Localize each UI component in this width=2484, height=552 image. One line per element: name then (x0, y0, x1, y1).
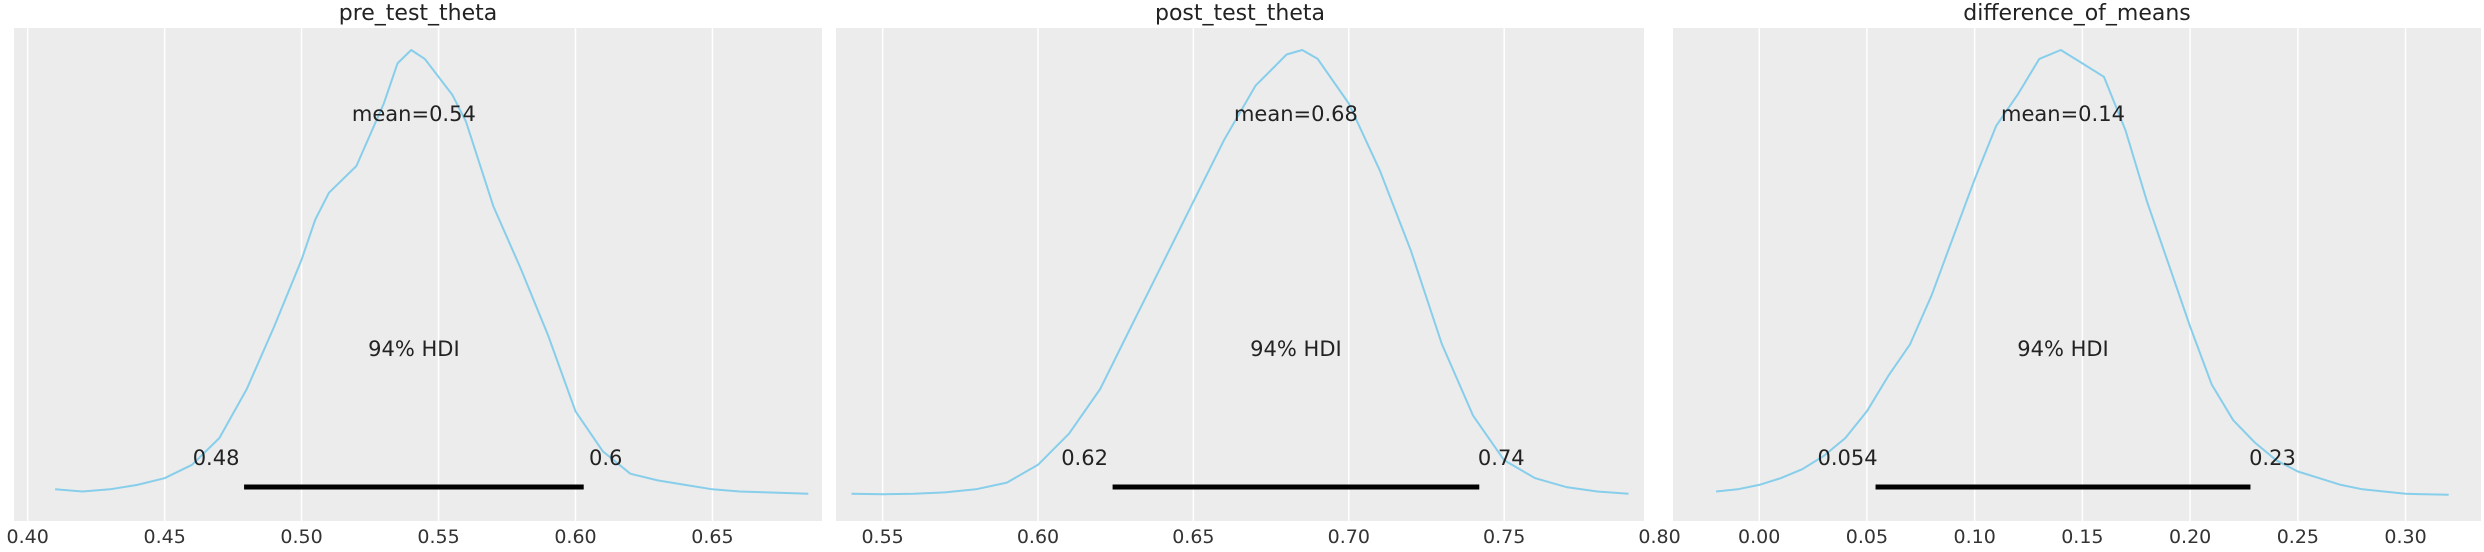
x-tick-label: 0.40 (7, 526, 49, 548)
x-tick-label: 0.30 (2384, 526, 2426, 548)
mean-label: mean=0.14 (2001, 102, 2125, 126)
plot-area-background (836, 28, 1644, 521)
hdi-upper-label: 0.23 (2249, 446, 2296, 470)
x-tick-label: 0.80 (1638, 526, 1680, 548)
x-tick-label: 0.10 (1953, 526, 1995, 548)
subplot-title: post_test_theta (1155, 1, 1325, 26)
x-tick-label: 0.70 (1328, 526, 1370, 548)
x-tick-label: 0.55 (861, 526, 903, 548)
posterior-density-curve (55, 49, 809, 495)
x-tick-label: 0.25 (2277, 526, 2319, 548)
hdi-label: 94% HDI (1250, 337, 1342, 361)
subplot-pre-test-theta: 0.40 0.45 0.50 0.55 0.60 0.65 pre_test_theta 0.… (7, 1, 822, 548)
x-tick-label: 0.55 (417, 526, 459, 548)
hdi-label: 94% HDI (368, 337, 460, 361)
x-tick-label: 0.15 (2061, 526, 2103, 548)
plot-area-background (1673, 28, 2481, 521)
x-tick-label: 0.65 (691, 526, 733, 548)
posterior-density-curve (1715, 49, 2449, 496)
subplot-post-test-theta: 0.55 0.60 0.65 0.70 0.75 0.80 post_test_theta 0… (836, 1, 1681, 548)
x-tick-label: 0.65 (1172, 526, 1214, 548)
x-tick-label: 0.05 (1846, 526, 1888, 548)
x-tick-label: 0.75 (1483, 526, 1525, 548)
hdi-label: 94% HDI (2017, 337, 2109, 361)
hdi-lower-label: 0.054 (1817, 446, 1877, 470)
x-tick-label: 0.50 (280, 526, 322, 548)
subplot-title: difference_of_means (1963, 1, 2191, 26)
x-tick-label: 0.45 (143, 526, 185, 548)
x-tick-label: 0.00 (1738, 526, 1780, 548)
subplot-title: pre_test_theta (339, 1, 498, 26)
posterior-density-curve (851, 49, 1629, 496)
hdi-upper-label: 0.6 (589, 446, 622, 470)
x-tick-label: 0.60 (554, 526, 596, 548)
mean-label: mean=0.54 (352, 102, 476, 126)
x-tick-label: 0.60 (1017, 526, 1059, 548)
mean-label: mean=0.68 (1234, 102, 1358, 126)
x-tick-label: 0.20 (2169, 526, 2211, 548)
hdi-lower-label: 0.62 (1061, 446, 1108, 470)
hdi-upper-label: 0.74 (1478, 446, 1525, 470)
subplot-difference-of-means: 0.00 0.05 0.10 0.15 0.20 0.25 0.30 difference_o… (1673, 1, 2481, 548)
hdi-lower-label: 0.48 (193, 446, 240, 470)
plot-area-background (14, 28, 822, 521)
